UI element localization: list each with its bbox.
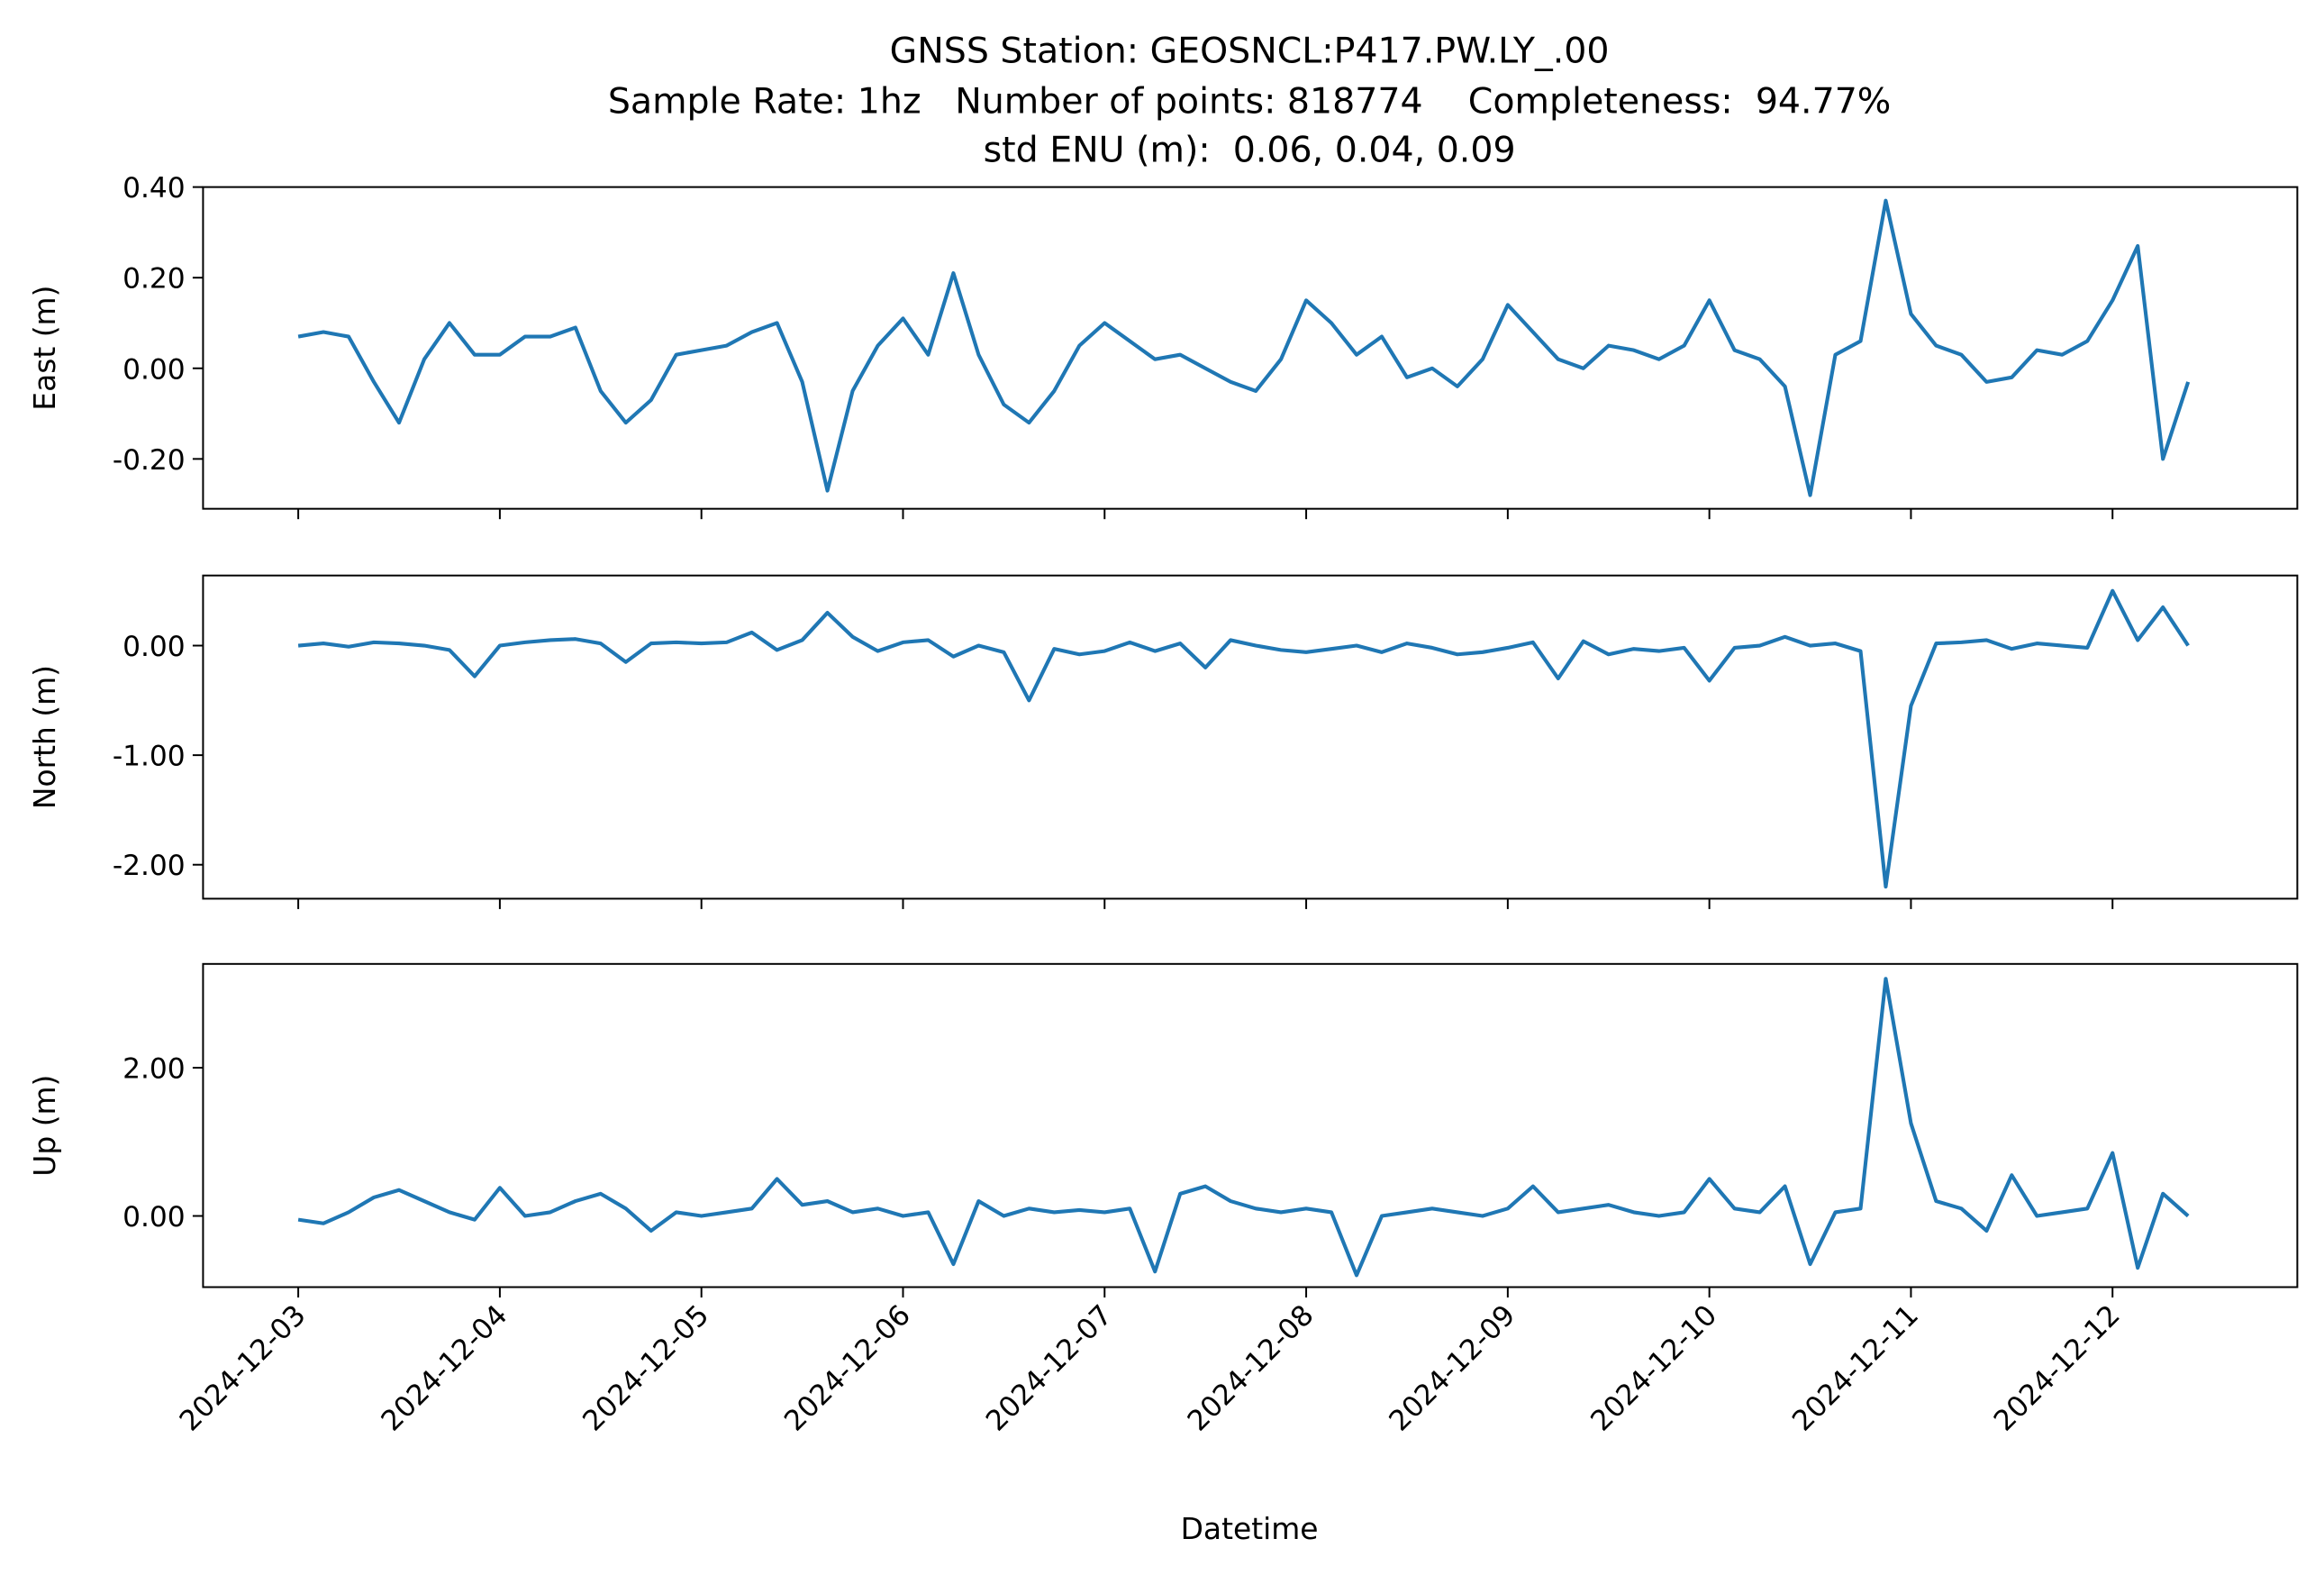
y-tick-label: 0.00 — [123, 353, 186, 386]
y-tick-label: 0.20 — [123, 263, 186, 296]
x-axis-label: Datetime — [1181, 1511, 1319, 1546]
title-line: GNSS Station: GEOSNCL:P417.PW.LY_.00 — [890, 30, 1610, 71]
data-line — [297, 588, 2190, 889]
y-tick-label: -1.00 — [113, 741, 186, 773]
y-tick-label: -0.20 — [113, 444, 186, 477]
y-axis-label: North (m) — [27, 665, 62, 809]
data-line — [297, 198, 2191, 497]
data-line — [297, 977, 2190, 1278]
title-line: std ENU (m): 0.06, 0.04, 0.09 — [984, 130, 1516, 171]
y-axis-label: Up (m) — [27, 1075, 62, 1177]
axes-frame — [202, 962, 2299, 1288]
y-tick-label: 0.40 — [123, 172, 186, 205]
title-line: Sample Rate: 1hz Number of points: 81877… — [608, 80, 1891, 122]
y-tick-label: 0.00 — [123, 1201, 186, 1234]
y-tick-label: -2.00 — [113, 850, 186, 882]
axes-frame — [202, 186, 2299, 510]
y-tick-label: 0.00 — [123, 631, 186, 663]
y-axis-label: East (m) — [27, 286, 62, 411]
y-tick-label: 2.00 — [123, 1053, 186, 1086]
axes-frame — [202, 574, 2299, 900]
